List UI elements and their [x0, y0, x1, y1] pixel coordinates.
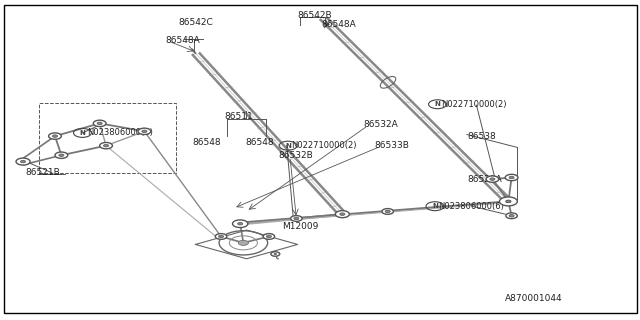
Circle shape	[274, 253, 276, 255]
Circle shape	[16, 158, 30, 165]
Text: 86548A: 86548A	[166, 36, 200, 45]
Circle shape	[59, 154, 64, 156]
Circle shape	[506, 200, 511, 203]
Text: 86521B: 86521B	[25, 168, 60, 177]
Circle shape	[486, 176, 499, 182]
Circle shape	[238, 240, 248, 245]
Circle shape	[382, 209, 394, 214]
Text: 86532A: 86532A	[364, 120, 398, 130]
Text: N: N	[79, 130, 85, 136]
Text: 86532B: 86532B	[278, 151, 313, 160]
Circle shape	[104, 144, 109, 147]
Circle shape	[340, 213, 345, 215]
Text: N: N	[432, 203, 438, 209]
Circle shape	[271, 252, 280, 256]
Circle shape	[506, 213, 517, 219]
Bar	[39, 103, 176, 173]
Circle shape	[506, 200, 511, 203]
Text: 86511: 86511	[224, 112, 253, 121]
Circle shape	[97, 122, 102, 124]
Text: 86548: 86548	[192, 138, 221, 147]
Circle shape	[501, 198, 515, 205]
Circle shape	[509, 214, 514, 217]
Text: N022710000(2): N022710000(2)	[442, 100, 507, 109]
Text: 86548: 86548	[245, 138, 274, 147]
Circle shape	[138, 128, 151, 134]
Circle shape	[266, 235, 271, 238]
Text: 86521A: 86521A	[467, 175, 502, 184]
Text: 86538: 86538	[467, 132, 495, 140]
Circle shape	[218, 235, 223, 238]
Circle shape	[291, 216, 302, 221]
Circle shape	[52, 135, 58, 137]
Circle shape	[100, 142, 113, 149]
Circle shape	[232, 220, 248, 228]
Text: N023806000(6): N023806000(6)	[438, 202, 504, 211]
Text: 86542B: 86542B	[298, 11, 332, 20]
Circle shape	[55, 152, 68, 158]
Circle shape	[49, 133, 61, 139]
Circle shape	[263, 234, 275, 239]
Circle shape	[335, 211, 349, 218]
Circle shape	[509, 176, 514, 179]
Text: N: N	[285, 143, 291, 149]
Circle shape	[294, 217, 299, 220]
Circle shape	[215, 234, 227, 239]
Text: N: N	[435, 101, 440, 107]
Text: N022710000(2): N022710000(2)	[291, 141, 356, 150]
Text: 86548A: 86548A	[321, 20, 356, 29]
Text: N023806000(6): N023806000(6)	[87, 128, 153, 137]
Circle shape	[237, 222, 243, 225]
Text: 86533B: 86533B	[374, 141, 409, 150]
Circle shape	[142, 130, 147, 132]
Circle shape	[505, 174, 518, 181]
Text: 86542C: 86542C	[178, 18, 213, 27]
Text: M12009: M12009	[282, 222, 318, 231]
Circle shape	[385, 210, 390, 213]
Circle shape	[499, 197, 517, 206]
Text: A870001044: A870001044	[505, 294, 563, 303]
Circle shape	[93, 120, 106, 126]
Circle shape	[20, 160, 26, 163]
Circle shape	[490, 178, 495, 180]
